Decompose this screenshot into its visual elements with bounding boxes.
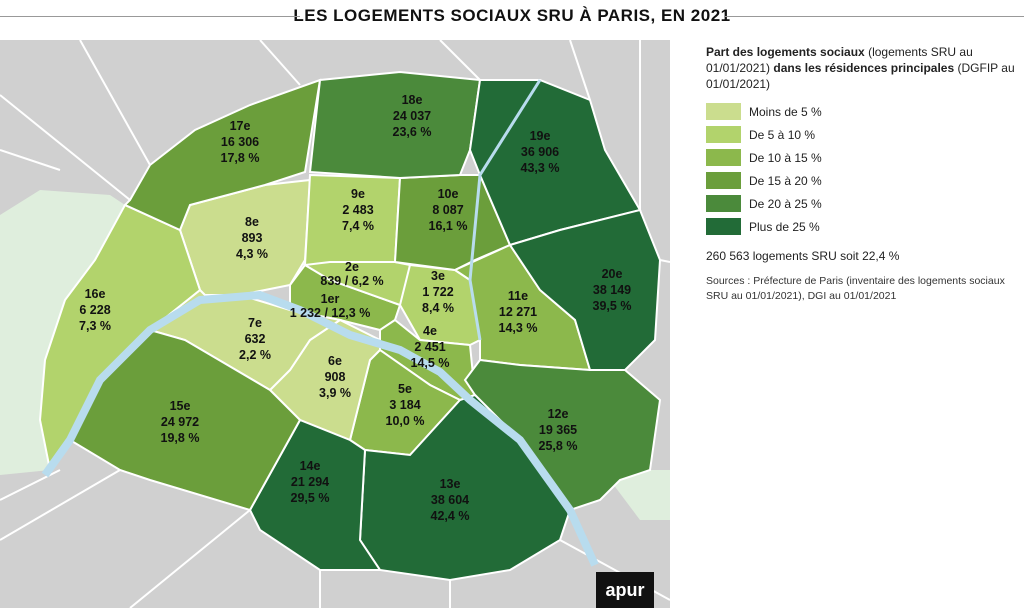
legend-heading: Part des logements sociaux [706, 45, 865, 59]
legend-label: De 10 à 15 % [749, 150, 822, 165]
arrondissement-label-name: 13e [440, 477, 461, 491]
arrondissement-label-share: 42,4 % [431, 509, 470, 523]
arrondissement-label-name: 2e [345, 260, 359, 274]
legend-item: Moins de 5 % [706, 100, 1016, 123]
legend-label: De 20 à 25 % [749, 196, 822, 211]
arrondissement-17 [123, 78, 322, 232]
arrondissement-label-count: 893 [242, 231, 263, 245]
arrondissement-label-name: 6e [328, 354, 342, 368]
legend-label: De 5 à 10 % [749, 127, 816, 142]
arrondissement-label-share: 17,8 % [221, 151, 260, 165]
arrondissement-label-share: 14,5 % [411, 356, 450, 370]
legend: Part des logements sociaux (logements SR… [706, 44, 1016, 304]
arrondissement-label-count: 21 294 [291, 475, 329, 489]
arrondissement-label-share: 7,4 % [342, 219, 374, 233]
roads [0, 40, 670, 608]
arrondissement-label-count: 2 483 [342, 203, 373, 217]
arrondissement-label-name: 3e [431, 269, 445, 283]
arrondissement-14 [248, 418, 382, 571]
arrondissement-label-name: 12e [548, 407, 569, 421]
seine-river [41, 290, 599, 567]
arrondissement-label-share: 2,2 % [239, 348, 271, 362]
arrondissement-label-share: 3,9 % [319, 386, 351, 400]
arrondissement-label-share: 16,1 % [429, 219, 468, 233]
arrondissement-label-count-share: 1 232 / 12,3 % [290, 306, 371, 320]
arrondissement-label-name: 14e [300, 459, 321, 473]
arrondissement-label-share: 23,6 % [393, 125, 432, 139]
legend-item: Plus de 25 % [706, 215, 1016, 238]
arrondissement-label-count: 24 037 [393, 109, 431, 123]
arrondissement-label-share: 14,3 % [499, 321, 538, 335]
arrondissement-label-share: 7,3 % [79, 319, 111, 333]
canal [468, 79, 542, 341]
arrondissement-label-count: 632 [245, 332, 266, 346]
map-title: LES LOGEMENTS SOCIAUX SRU À PARIS, EN 20… [0, 0, 1024, 36]
legend-sources: Sources : Préfecture de Paris (inventair… [706, 275, 1005, 302]
arrondissement-label-count: 8 087 [432, 203, 463, 217]
legend-swatch [706, 149, 741, 166]
arrondissement-label-name: 7e [248, 316, 262, 330]
arrondissement-label-count: 36 906 [521, 145, 559, 159]
arrondissement-label-name: 17e [230, 119, 251, 133]
legend-swatch [706, 126, 741, 143]
legend-swatch [706, 103, 741, 120]
arrondissement-label-name: 11e [508, 289, 528, 303]
arrondissement-label-share: 43,3 % [521, 161, 560, 175]
legend-label: Plus de 25 % [749, 219, 820, 234]
arrondissement-label-count: 908 [325, 370, 346, 384]
arrondissement-label-name: 15e [170, 399, 191, 413]
legend-item: De 5 à 10 % [706, 123, 1016, 146]
arrondissement-label-count: 24 972 [161, 415, 199, 429]
arrondissement-label-count: 38 149 [593, 283, 631, 297]
arrondissement-label-share: 4,3 % [236, 247, 268, 261]
legend-heading-note-2: (DGFIP au 01/01/2021) [706, 61, 1015, 91]
arrondissement-label-name: 9e [351, 187, 365, 201]
legend-item: De 15 à 20 % [706, 169, 1016, 192]
legend-label: Moins de 5 % [749, 104, 822, 119]
legend-swatch [706, 172, 741, 189]
arrondissement-label-count: 19 365 [539, 423, 577, 437]
arrondissement-label-name: 20e [602, 267, 623, 281]
arrondissement-label-name: 10e [438, 187, 459, 201]
legend-total: 260 563 logements SRU soit 22,4 % [706, 249, 900, 263]
arrondissement-label-name: 18e [402, 93, 423, 107]
legend-item: De 10 à 15 % [706, 146, 1016, 169]
arrondissement-label-name: 4e [423, 324, 437, 338]
arrondissement-20 [508, 208, 662, 371]
arrondissement-label-share: 19,8 % [161, 431, 200, 445]
arrondissement-label-name: 8e [245, 215, 259, 229]
arrondissement-label-share: 10,0 % [386, 414, 425, 428]
arrondissement-label-count: 6 228 [79, 303, 110, 317]
arrondissement-label-count: 12 271 [499, 305, 537, 319]
legend-heading-2: dans les résidences principales [773, 61, 955, 75]
arrondissement-label-count: 3 184 [389, 398, 420, 412]
arrondissement-label-share: 29,5 % [291, 491, 330, 505]
arrondissement-label-count-share: 839 / 6,2 % [320, 274, 383, 288]
arrondissement-label-count: 1 722 [422, 285, 453, 299]
legend-heading-note: (logements SRU au 01/01/2021) [706, 45, 973, 75]
bois-de-vincennes [610, 470, 670, 520]
apur-logo: apur [596, 572, 654, 608]
arrondissement-label-name: 16e [85, 287, 106, 301]
arrondissement-label-count: 2 451 [414, 340, 445, 354]
arrondissement-label-name: 1er [321, 292, 340, 306]
arrondissement-label-name: 19e [530, 129, 551, 143]
legend-swatch [706, 195, 741, 212]
arrondissement-label-name: 5e [398, 382, 412, 396]
arrondissement-label-share: 25,8 % [539, 439, 578, 453]
arrondissement-label-share: 39,5 % [593, 299, 632, 313]
legend-item: De 20 à 25 % [706, 192, 1016, 215]
arrondissement-label-count: 38 604 [431, 493, 469, 507]
legend-swatch [706, 218, 741, 235]
arrondissement-label-share: 8,4 % [422, 301, 454, 315]
arrondissement-18 [308, 70, 482, 180]
legend-label: De 15 à 20 % [749, 173, 822, 188]
arrondissement-label-count: 16 306 [221, 135, 259, 149]
